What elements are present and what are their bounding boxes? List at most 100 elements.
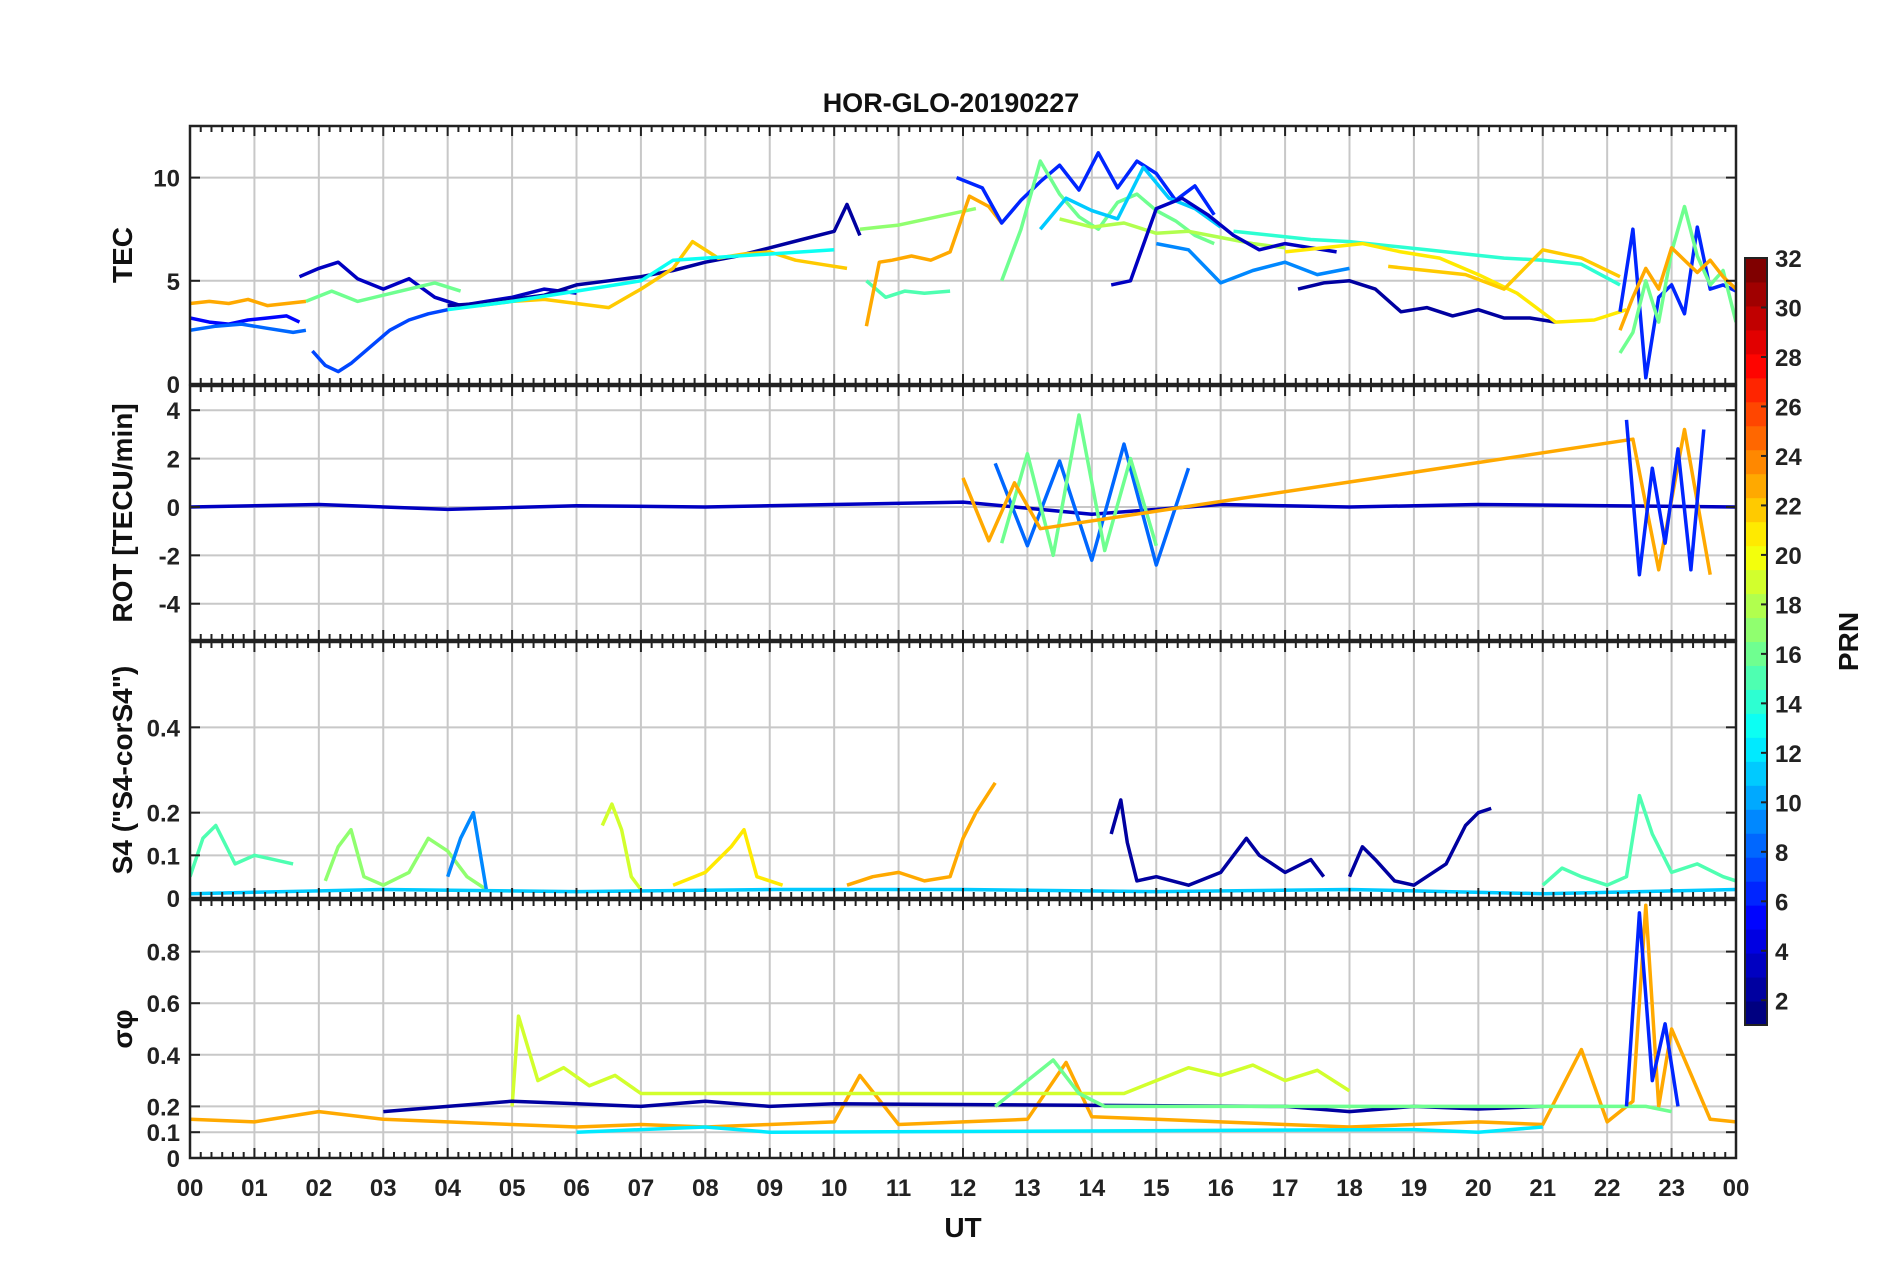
series-line-prn-17 <box>859 206 977 231</box>
colorbar-band <box>1745 905 1767 930</box>
series-line-prn-16 <box>305 281 462 304</box>
colorbar-band <box>1745 809 1767 834</box>
colorbar-band <box>1745 881 1767 906</box>
series-line-prn-2 <box>1109 798 1326 887</box>
series-line-prn-9 <box>446 810 489 890</box>
series-line-prn-23 <box>190 297 307 308</box>
colorbar-band <box>1745 929 1767 954</box>
x-tick-label: 02 <box>305 1175 332 1202</box>
colorbar-tick-label: 20 <box>1775 543 1802 570</box>
colorbar-tick-label: 4 <box>1775 939 1789 966</box>
colorbar-band <box>1745 425 1767 451</box>
series-line-prn-23 <box>864 194 1004 327</box>
y-axis-label: S4 ("S4-corS4") <box>107 666 138 875</box>
colorbar-band <box>1745 401 1767 427</box>
series-group <box>190 903 1736 1134</box>
y-axis-label: σφ <box>107 1009 138 1048</box>
colorbar-tick-label: 24 <box>1775 444 1802 471</box>
colorbar-tick-label: 22 <box>1775 493 1802 520</box>
colorbar-tick-label: 18 <box>1775 592 1802 619</box>
colorbar-tick-label: 8 <box>1775 840 1788 867</box>
colorbar-band <box>1745 737 1767 762</box>
series-line-prn-7 <box>311 307 449 374</box>
series-line-prn-13 <box>447 248 835 312</box>
y-tick-label: -4 <box>159 592 181 619</box>
series-line-prn-15 <box>865 279 951 300</box>
x-tick-label: 04 <box>434 1175 461 1202</box>
colorbar-band <box>1745 617 1767 642</box>
y-tick-label: 0 <box>167 1146 180 1173</box>
panel-sigma_phi: 00.10.2 0.4 0.6 0.8 σφ <box>107 898 1738 1173</box>
colorbar-tick-label: 10 <box>1775 790 1802 817</box>
y-tick-label: 0.4 <box>147 715 181 742</box>
y-tick-label: 0.6 <box>147 991 180 1018</box>
colorbar-band <box>1745 258 1767 283</box>
x-tick-label: 16 <box>1207 1175 1234 1202</box>
series-line-prn-3 <box>1110 196 1337 287</box>
series-line-prn-16 <box>1000 413 1158 558</box>
colorbar-band <box>1745 785 1767 810</box>
series-line-prn-15 <box>190 823 294 878</box>
y-axis-label: ROT [TECU/min] <box>107 403 138 622</box>
colorbar-band <box>1745 977 1767 1002</box>
chart-title: HOR-GLO-20190227 <box>822 88 1080 118</box>
x-tick-label: 20 <box>1465 1175 1492 1202</box>
y-tick-label: 0.1 <box>147 1120 180 1147</box>
y-tick-label: 0.8 <box>147 940 180 967</box>
x-tick-label: 05 <box>499 1175 526 1202</box>
colorbar-label: PRN <box>1833 612 1864 671</box>
series-line-prn-6 <box>1624 911 1680 1107</box>
y-axis-label: TEC <box>107 227 138 283</box>
x-tick-label: 10 <box>821 1175 848 1202</box>
series-group <box>190 413 1736 577</box>
series-line-prn-19 <box>600 802 643 891</box>
y-tick-label: 0.4 <box>147 1043 181 1070</box>
colorbar-band <box>1745 641 1767 666</box>
y-tick-label: 5 <box>167 269 180 296</box>
series-line-prn-21 <box>672 827 784 887</box>
colorbar-tick-label: 14 <box>1775 691 1802 718</box>
colorbar-band <box>1745 665 1767 690</box>
colorbar-tick-label: 32 <box>1775 246 1802 273</box>
colorbar-band <box>1745 281 1767 307</box>
panel-tec: 0 5 10 TEC <box>107 124 1738 399</box>
colorbar-band <box>1745 953 1767 978</box>
colorbar-band <box>1745 689 1767 714</box>
series-line-prn-23 <box>846 781 997 887</box>
colorbar-band <box>1745 473 1767 499</box>
colorbar-tick-label: 16 <box>1775 642 1802 669</box>
x-tick-label: 22 <box>1594 1175 1621 1202</box>
series-line-prn-16 <box>1000 159 1215 282</box>
x-tick-label: 00 <box>1723 1175 1750 1202</box>
series-line-prn-5 <box>190 314 301 326</box>
colorbar-band <box>1745 833 1767 858</box>
series-line-prn-23 <box>961 427 1712 576</box>
series-line-prn-8 <box>190 322 307 335</box>
y-tick-label: 0.2 <box>147 801 180 828</box>
series-line-prn-9 <box>1155 241 1350 285</box>
series-line-prn-16 <box>1618 204 1736 354</box>
series-line-prn-22 <box>1388 248 1621 291</box>
y-tick-label: 10 <box>153 166 180 193</box>
x-tick-label: 15 <box>1143 1175 1170 1202</box>
series-line-prn-22 <box>479 239 848 310</box>
series-line-prn-3 <box>298 260 577 308</box>
x-tick-label: 14 <box>1078 1175 1105 1202</box>
colorbar-band <box>1745 377 1767 403</box>
x-tick-label: 03 <box>370 1175 397 1202</box>
series-line-prn-6 <box>955 151 1216 225</box>
x-tick-label: 13 <box>1014 1175 1041 1202</box>
series-line-prn-6 <box>1618 225 1736 380</box>
colorbar-band <box>1745 449 1767 475</box>
colorbar-band <box>1745 569 1767 595</box>
x-tick-label: 09 <box>756 1175 783 1202</box>
y-tick-label: 2 <box>167 447 180 474</box>
colorbar-band <box>1745 329 1767 355</box>
x-axis-label: UT <box>944 1212 981 1243</box>
colorbar-band <box>1745 761 1767 786</box>
series-line-prn-6 <box>1624 419 1706 577</box>
series-line-prn-15 <box>1541 793 1736 887</box>
x-tick-label: 11 <box>886 1175 911 1202</box>
